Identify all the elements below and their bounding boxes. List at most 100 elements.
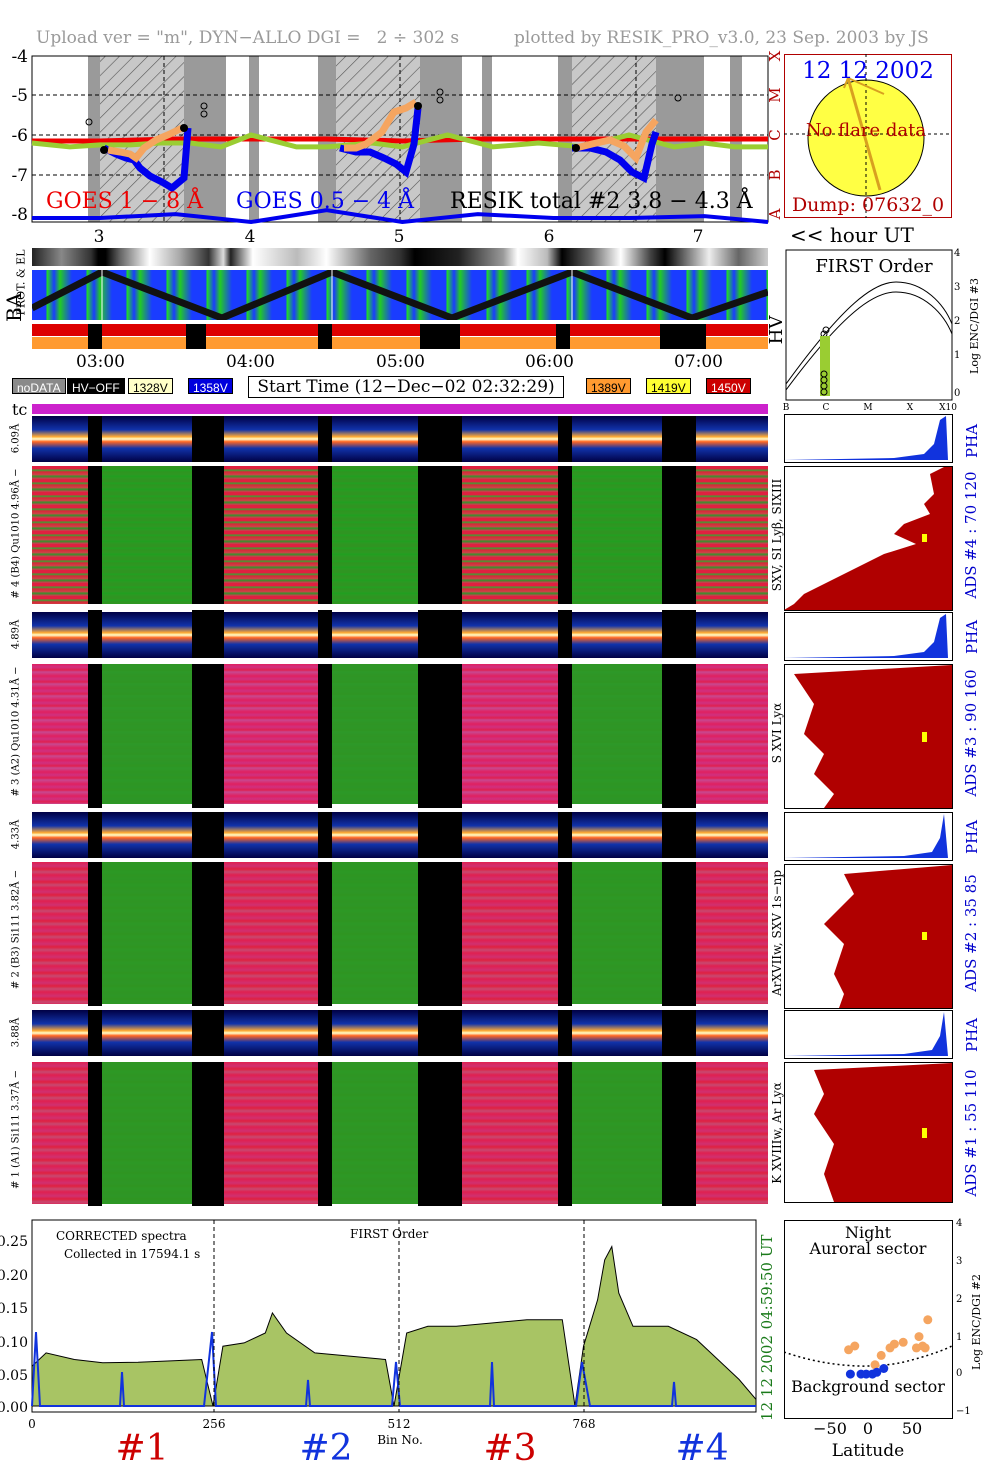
ba-label: BA <box>2 292 26 322</box>
legend-1358v: 1358V <box>188 378 233 395</box>
ch2-pha-right-wrap: PHA <box>956 812 986 860</box>
spectrum-area <box>31 1245 757 1407</box>
spec-xtick: 0 <box>28 1417 36 1431</box>
ch4-pha-label-wrap: 6.09Å <box>0 416 30 462</box>
legend-hvoff: HV−OFF <box>67 378 125 395</box>
header-right: plotted by RESIK_PRO_v3.0, 23 Sep. 2003 … <box>514 28 929 48</box>
time-tick: 04:00 <box>226 352 275 372</box>
lat-title2: Auroral sector <box>809 1239 927 1258</box>
ch4-ion-label: SXV, SI Lyβ, SIXIII <box>770 478 784 592</box>
spec-xlabel: Bin No. <box>377 1433 423 1447</box>
tc-label: tc <box>12 400 28 419</box>
hour-tick: 4 <box>245 227 256 247</box>
ch2-spec-label-wrap: # 2 (B3) Si111 3.82Å − <box>0 862 30 1004</box>
spec-xtick: 768 <box>573 1417 596 1431</box>
spec-ytick: 0.15 <box>0 1301 28 1317</box>
legend-nodata: noDATA <box>12 378 66 395</box>
lat-ylabel: Log ENC/DGI #2 <box>970 1274 983 1370</box>
pha-map-ch4 <box>32 416 768 462</box>
ch3-ads-wrap: ADS #3 : 90 160 <box>956 664 986 804</box>
svg-text:2: 2 <box>956 1294 962 1305</box>
hour-tick: 6 <box>544 227 555 247</box>
auroral-point <box>898 1337 908 1347</box>
goes-ytick: -4 <box>11 48 28 67</box>
pha-map-ch2 <box>32 812 768 858</box>
ch4-ads-wrap: ADS #4 : 70 120 <box>956 466 986 604</box>
goes-short-line <box>32 208 769 225</box>
spec-xtick: 512 <box>388 1417 411 1431</box>
sun-date: 12 12 2002 <box>802 58 934 84</box>
svg-text:B: B <box>783 403 790 413</box>
ch4-pha-right-wrap: PHA <box>956 416 986 464</box>
legend-1389v: 1389V <box>586 378 631 395</box>
spec-ytick: 0.25 <box>0 1234 28 1250</box>
auroral-point <box>914 1332 924 1342</box>
ch1-spec-left: # 1 (A1) Si111 3.37Å − <box>10 1069 22 1190</box>
ch2-pha-label-wrap: 4.33Å <box>0 812 30 858</box>
time-gaps-overlay <box>32 416 768 1206</box>
sun-panel: 12 12 2002 No flare data Dump: 07632_0 <box>784 54 952 218</box>
goes-ytick: -7 <box>11 166 28 186</box>
lat-bottom: Background sector <box>791 1377 945 1396</box>
latitude-points <box>844 1315 933 1379</box>
ch4-spec-left: # 4 (B4) Qu1010 4.96Å − <box>10 468 22 599</box>
time-tick: 06:00 <box>525 352 574 372</box>
ch1-ads-wrap: ADS #1 : 55 110 <box>956 1062 986 1204</box>
goes-long-label: GOES 1 − 8 Å <box>46 186 204 214</box>
ch3-spec-label-wrap: # 3 (A2) Qu1010 4.31Å − <box>0 664 30 804</box>
class-letter-b: B <box>766 169 784 180</box>
svg-text:−50: −50 <box>813 1419 847 1438</box>
svg-text:X: X <box>907 403 914 413</box>
svg-text:1: 1 <box>956 1332 962 1343</box>
ch4-pha-left: 6.09Å <box>10 423 22 454</box>
orbit-track <box>32 270 768 320</box>
goes-short-label: GOES 0.5 − 4 Å <box>236 186 415 214</box>
svg-text:0: 0 <box>863 1419 873 1438</box>
hour-ut-label: << hour UT <box>790 223 914 247</box>
auroral-point <box>889 1339 899 1349</box>
channel-label-2: #2 <box>299 1428 352 1469</box>
ch1-spec-label-wrap: # 1 (A1) Si111 3.37Å − <box>0 1062 30 1204</box>
ch2-ion-label: ArXVIIw, SXV 1s−np <box>770 869 784 997</box>
svg-text:2: 2 <box>954 316 960 327</box>
ch1-pha-left: 3.88Å <box>10 1017 22 1048</box>
time-tick: 07:00 <box>674 352 723 372</box>
goes-panel: -4 -5 -6 -7 -8 X M C B A GOES 1 − 8 Å GO… <box>11 48 784 247</box>
spec-title2: Collected in 17594.1 s <box>64 1247 200 1261</box>
ch3-ion-label: S XVI Lyα <box>770 702 784 764</box>
background-point <box>845 1369 855 1379</box>
svg-text:4: 4 <box>954 248 960 259</box>
ch3-pha-left: 4.89Å <box>10 619 22 650</box>
spec-center-label: FIRST Order <box>350 1227 428 1241</box>
svg-text:M: M <box>863 403 872 413</box>
pha-map-ch3 <box>32 612 768 658</box>
ch4-spec-label-wrap: # 4 (B4) Qu1010 4.96Å − <box>0 466 30 604</box>
ba-strip-bottom <box>32 337 768 349</box>
ch4-ion-wrap: SXV, SI Lyβ, SIXIII <box>770 466 784 604</box>
channel-label-1: #1 <box>115 1428 168 1469</box>
lat-xlabel: Latitude <box>832 1441 904 1461</box>
background-point <box>879 1364 889 1373</box>
first-order-title: FIRST Order <box>815 256 933 277</box>
background-point <box>861 1369 871 1379</box>
svg-text:1: 1 <box>954 350 960 361</box>
goes-ytick: -6 <box>11 126 28 146</box>
svg-text:0: 0 <box>954 388 960 399</box>
channel-label-3: #3 <box>483 1428 536 1469</box>
hour-tick: 3 <box>94 227 105 247</box>
hv-label: HV <box>766 315 787 345</box>
header-left: Upload ver = "m", DYN−ALLO DGI = 2 ÷ 302… <box>36 28 460 48</box>
pha-map-ch1 <box>32 1010 768 1056</box>
class-letter-x: X <box>766 50 784 61</box>
start-time-box: Start Time (12−Dec−02 02:32:29) <box>248 376 564 398</box>
spec-ytick: 0.05 <box>0 1368 28 1384</box>
time-tick: 05:00 <box>376 352 425 372</box>
spec-title1: CORRECTED spectra <box>56 1229 187 1243</box>
ch2-pha-left: 4.33Å <box>10 819 22 850</box>
ch3-spec-left: # 3 (A2) Qu1010 4.31Å − <box>10 666 22 797</box>
svg-text:3: 3 <box>954 282 960 293</box>
goes-ytick: -8 <box>11 205 28 225</box>
ch4-ads: ADS #4 : 70 120 <box>962 471 980 599</box>
right-spectra-panels <box>784 414 953 1203</box>
auroral-point <box>923 1315 933 1325</box>
